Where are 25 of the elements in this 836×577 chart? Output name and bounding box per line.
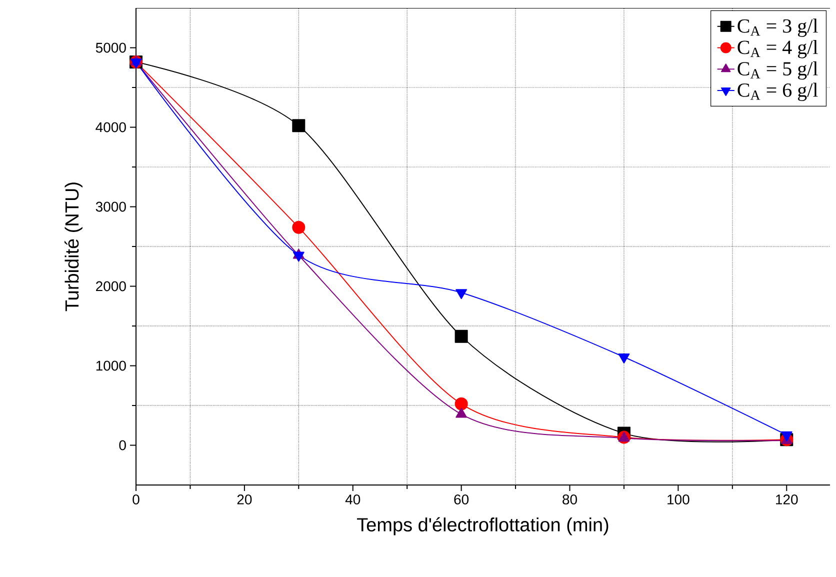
y-tick-label: 2000 — [96, 281, 126, 292]
x-tick-label: 80 — [562, 494, 577, 504]
point — [292, 119, 306, 132]
x-tick-label: 60 — [454, 494, 469, 504]
x-axis-title: Temps d'électroflottation (min) — [357, 517, 608, 536]
y-tick-label: 1000 — [96, 360, 126, 371]
point — [454, 397, 468, 410]
x-tick-label: 20 — [237, 494, 252, 504]
y-tick-label: 5000 — [96, 42, 126, 53]
point — [292, 220, 306, 234]
point — [780, 431, 792, 442]
legend-label: C$_{A}$ = 5 g/l — [738, 61, 818, 80]
y-tick-label: 3000 — [96, 202, 126, 212]
x-tick-label: 0 — [132, 494, 140, 504]
y-tick-label: 4000 — [96, 122, 126, 132]
x-tick-label: 100 — [668, 494, 690, 504]
y-tick-label: 0 — [119, 440, 126, 450]
legend-label: C$_{A}$ = 4 g/l — [738, 40, 818, 58]
x-tick-label: 120 — [776, 494, 798, 504]
point — [618, 353, 630, 364]
legend-label: C$_{A}$ = 6 g/l — [738, 82, 818, 101]
point — [454, 330, 468, 343]
y-axis-title: Turbidité (NTU) — [64, 182, 82, 312]
x-tick-label: 40 — [345, 494, 360, 504]
legend-label: C$_{A}$ = 3 g/l — [738, 18, 818, 37]
